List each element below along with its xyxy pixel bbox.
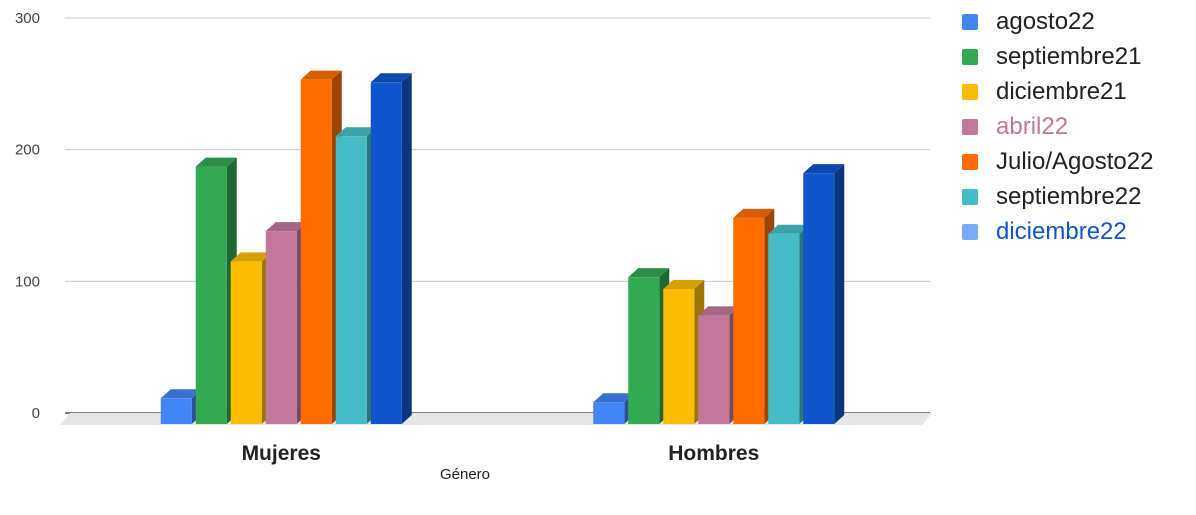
bar-top	[160, 389, 202, 399]
bar-top	[195, 157, 237, 167]
bar-top	[300, 70, 342, 80]
bar-top	[768, 224, 810, 234]
y-tick-labels: 0 100 200 300	[15, 10, 40, 422]
y-tick-label: 300	[15, 10, 40, 27]
bar-top	[733, 208, 775, 218]
bar-top	[230, 252, 272, 262]
legend-swatch	[962, 188, 978, 205]
bar-front	[195, 166, 227, 425]
bar-front	[230, 261, 262, 424]
x-tick-labels: Mujeres Hombres	[242, 442, 760, 465]
legend-swatch	[962, 153, 978, 170]
x-tick-label: Mujeres	[242, 442, 321, 465]
bar-front	[593, 402, 625, 424]
y-tick-label: 200	[15, 142, 40, 159]
bar-front	[803, 173, 835, 424]
bar-front	[698, 315, 730, 424]
bar-front	[160, 398, 192, 424]
bar-front	[628, 277, 660, 424]
bar-front	[300, 79, 332, 425]
bar-diciembre22-hombres	[803, 164, 845, 424]
bar-septiembre21-mujeres	[195, 157, 237, 425]
legend-label: Julio/Agosto22	[996, 147, 1154, 175]
bar-septiembre21-hombres	[628, 268, 670, 424]
bar-septiembre22-mujeres	[335, 127, 377, 425]
legend-label: diciembre21	[996, 77, 1127, 105]
legend-item: diciembre21	[962, 74, 1153, 109]
bar-front	[265, 231, 297, 424]
bar-diciembre21-mujeres	[230, 252, 272, 424]
bar-side	[834, 164, 845, 424]
legend-label: diciembre22	[996, 217, 1127, 245]
legend-swatch	[962, 223, 978, 240]
legend-item: abril22	[962, 109, 1153, 144]
bar-top	[335, 127, 377, 137]
legend-label: agosto22	[996, 7, 1095, 35]
legend-label: abril22	[996, 112, 1069, 140]
legend-swatch	[962, 118, 978, 135]
bar-top	[593, 393, 635, 403]
bar-top	[698, 306, 740, 316]
bar-diciembre22-mujeres	[370, 73, 412, 425]
legend-swatch	[962, 48, 978, 65]
bar-front	[733, 217, 765, 424]
bar-side	[401, 73, 412, 425]
bar-front	[768, 233, 800, 424]
legend-item: Julio/Agosto22	[962, 144, 1153, 179]
bar-top	[265, 222, 307, 232]
bar-julio-agosto22-hombres	[733, 208, 775, 424]
legend-item: septiembre22	[962, 179, 1153, 214]
legend-item: diciembre22	[962, 214, 1153, 249]
bars	[160, 70, 845, 425]
bar-abril22-mujeres	[265, 222, 307, 424]
y-tick-label: 0	[32, 405, 40, 422]
y-tick-label: 100	[15, 273, 40, 290]
legend-swatch	[962, 83, 978, 100]
legend-label: septiembre22	[996, 182, 1142, 210]
bar-top	[628, 268, 670, 278]
x-tick-label: Hombres	[668, 442, 759, 465]
bar-agosto22-mujeres	[160, 389, 202, 424]
legend-label: septiembre21	[996, 42, 1142, 70]
bar-agosto22-hombres	[593, 393, 635, 424]
bar-julio-agosto22-mujeres	[300, 70, 342, 425]
legend: agosto22 septiembre21 diciembre21 abril22 Ju…	[962, 4, 1153, 249]
bar-abril22-hombres	[698, 306, 740, 424]
bar-diciembre21-hombres	[663, 280, 705, 424]
legend-swatch	[962, 13, 978, 30]
bar-front	[335, 136, 367, 425]
legend-item: agosto22	[962, 4, 1153, 39]
legend-item: septiembre21	[962, 39, 1153, 74]
bar-chart: 0 100 200 300 Mujeres Hombres	[15, 10, 932, 465]
bar-top	[370, 73, 412, 83]
bar-top	[803, 164, 845, 174]
bar-top	[663, 280, 705, 290]
bar-front	[370, 82, 402, 425]
x-axis-title: Género	[439, 466, 491, 483]
bar-front	[663, 289, 695, 424]
bar-septiembre22-hombres	[768, 224, 810, 424]
